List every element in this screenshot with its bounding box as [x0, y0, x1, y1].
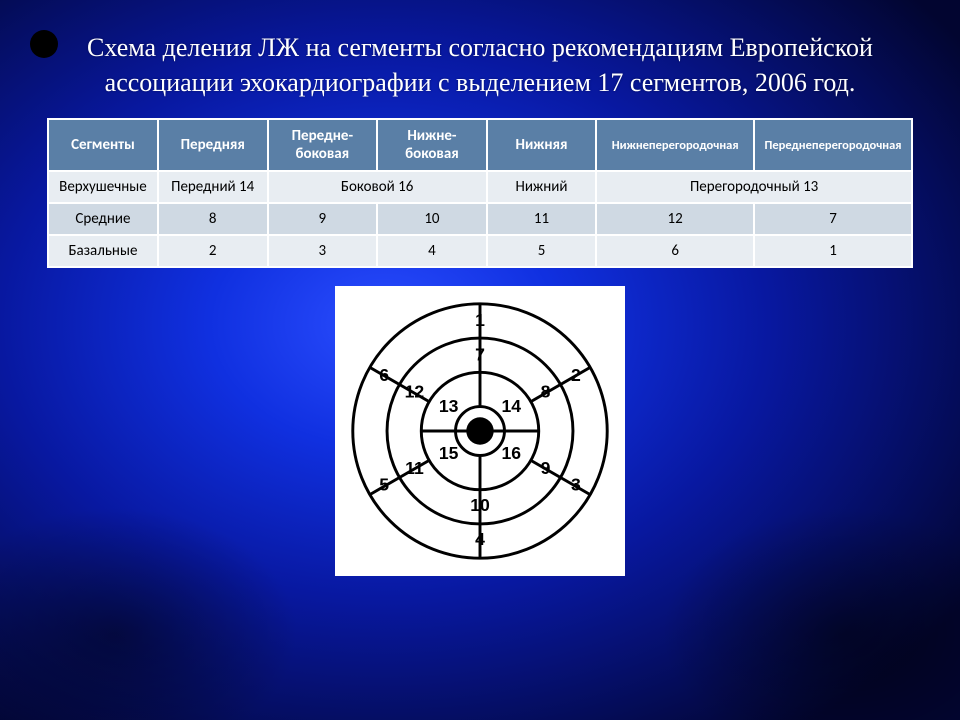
cell-1-2: 10 [377, 203, 487, 235]
segment-label-11: 11 [405, 458, 424, 478]
cell-2-5: 1 [754, 235, 912, 267]
cell-1-1: 9 [268, 203, 378, 235]
segment-label-4: 4 [475, 529, 485, 549]
segment-label-10: 10 [470, 495, 490, 515]
cell-2-0: 2 [158, 235, 268, 267]
bullseye-container: 12345678910111213141516 [0, 286, 960, 576]
col-header-6: Переднеперегородочная [754, 119, 912, 171]
segment-label-8: 8 [541, 382, 551, 402]
cell-0-0: Передний 14 [158, 171, 268, 203]
segment-label-2: 2 [571, 365, 581, 385]
slide-title: Схема деления ЛЖ на сегменты согласно ре… [60, 30, 900, 100]
slide-content: Схема деления ЛЖ на сегменты согласно ре… [0, 0, 960, 576]
segment-label-6: 6 [379, 365, 389, 385]
segments-table: СегментыПередняяПередне-боковаяНижне-бок… [47, 118, 913, 268]
cell-0-2: Нижний [487, 171, 597, 203]
cell-1-5: 7 [754, 203, 912, 235]
cell-1-3: 11 [487, 203, 597, 235]
segment-label-16: 16 [502, 443, 522, 463]
col-header-5: Нижнеперегородочная [596, 119, 754, 171]
row-header-1: Средние [48, 203, 158, 235]
segment-label-15: 15 [439, 443, 459, 463]
col-header-4: Нижняя [487, 119, 597, 171]
segment-label-3: 3 [571, 475, 581, 495]
col-header-3: Нижне-боковая [377, 119, 487, 171]
segment-label-14: 14 [502, 396, 522, 416]
segment-label-1: 1 [475, 310, 485, 330]
col-header-1: Передняя [158, 119, 268, 171]
segment-label-13: 13 [439, 396, 459, 416]
segment-label-5: 5 [379, 475, 389, 495]
segment-label-9: 9 [541, 458, 551, 478]
bullseye-diagram: 12345678910111213141516 [335, 286, 625, 576]
cell-2-1: 3 [268, 235, 378, 267]
cell-0-1: Боковой 16 [268, 171, 487, 203]
cell-2-4: 6 [596, 235, 754, 267]
row-header-0: Верхушечные [48, 171, 158, 203]
segment-label-7: 7 [475, 344, 485, 364]
row-header-2: Базальные [48, 235, 158, 267]
col-header-2: Передне-боковая [268, 119, 378, 171]
col-header-0: Сегменты [48, 119, 158, 171]
cell-1-0: 8 [158, 203, 268, 235]
segment-label-12: 12 [405, 382, 425, 402]
cell-2-3: 5 [487, 235, 597, 267]
cell-2-2: 4 [377, 235, 487, 267]
cell-1-4: 12 [596, 203, 754, 235]
cell-0-3: Перегородочный 13 [596, 171, 912, 203]
